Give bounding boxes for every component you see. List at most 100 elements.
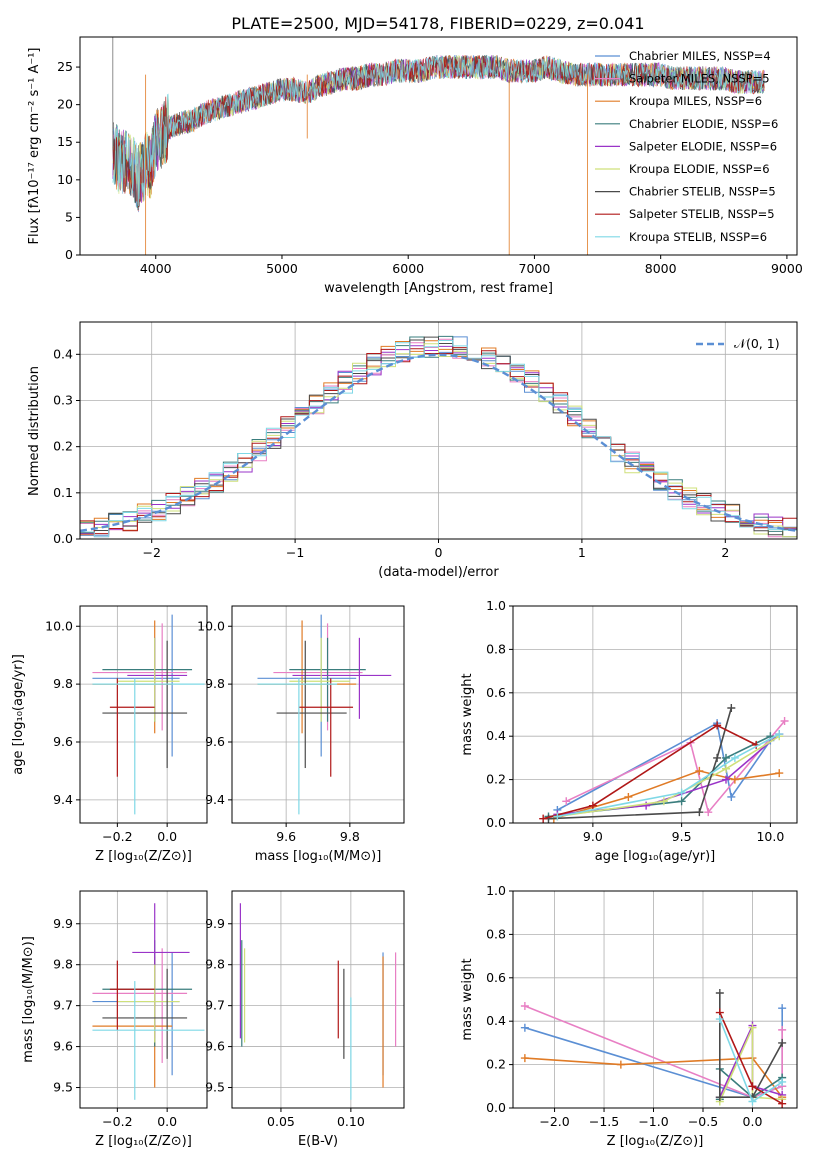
- weight-marker: [704, 808, 713, 817]
- x-tick-label: 0: [435, 545, 443, 560]
- weight-marker: [588, 801, 597, 810]
- y-tick-label: 0: [65, 247, 73, 262]
- y-tick-label: 9.9: [205, 916, 225, 931]
- legend-entry: Salpeter MILES, NSSP=5: [629, 72, 770, 86]
- legend-entry: Kroupa ELODIE, NSSP=6: [629, 162, 770, 176]
- weight-marker: [748, 1097, 757, 1106]
- legend-entry: Chabrier MILES, NSSP=4: [629, 49, 771, 63]
- axes-frame: [79, 36, 798, 256]
- weight-marker: [624, 792, 633, 801]
- weight-line-6: [548, 707, 733, 820]
- x-tick-label: 7000: [519, 261, 551, 276]
- x-tick-label: −2: [142, 545, 160, 560]
- y-axis-label: mass weight: [460, 958, 475, 1040]
- y-axis-label: Flux [fλ10⁻¹⁷ erg cm⁻² s⁻¹ A⁻¹]: [27, 48, 42, 245]
- y-tick-label: 25: [57, 59, 73, 74]
- x-tick-label: 10.0: [756, 829, 784, 844]
- x-axis-label: E(B-V): [298, 1134, 338, 1149]
- y-tick-label: 1.0: [486, 598, 506, 613]
- axes-frame: [79, 605, 208, 824]
- weight-marker: [778, 1025, 787, 1034]
- weight-line-6: [719, 993, 783, 1098]
- weight-marker: [778, 1038, 787, 1047]
- x-tick-label: 4000: [140, 261, 172, 276]
- y-tick-label: 9.5: [53, 1080, 73, 1095]
- y-tick-label: 0.2: [486, 772, 506, 787]
- y-tick-label: 0.8: [486, 926, 506, 941]
- legend-entry: Kroupa STELIB, NSSP=6: [629, 230, 767, 244]
- y-axis-label: mass weight: [460, 673, 475, 755]
- x-tick-label: 1: [578, 545, 586, 560]
- weight-marker: [616, 1060, 625, 1069]
- weight-marker: [520, 1002, 529, 1011]
- weight-marker: [715, 1015, 724, 1024]
- weight-marker: [677, 797, 686, 806]
- spectrum-title: PLATE=2500, MJD=54178, FIBERID=0229, z=0…: [231, 14, 644, 33]
- weight-line-5: [557, 735, 780, 818]
- x-tick-label: −0.2: [102, 829, 132, 844]
- x-axis-label: mass [log₁₀(M/M⊙)]: [255, 849, 382, 864]
- x-axis-label: Z [log₁₀(Z/Z⊙)]: [95, 849, 192, 864]
- legend-entry: Chabrier ELODIE, NSSP=6: [629, 117, 778, 131]
- y-tick-label: 9.8: [53, 957, 73, 972]
- x-tick-label: −1.5: [589, 1114, 619, 1129]
- x-tick-label: 9.0: [583, 829, 603, 844]
- y-tick-label: 0.6: [486, 685, 506, 700]
- x-axis-label: Z [log₁₀(Z/Z⊙)]: [607, 1134, 704, 1149]
- histogram-5: [80, 343, 797, 538]
- y-tick-label: 1.0: [486, 883, 506, 898]
- weight-line-1: [565, 720, 786, 814]
- axes-frame: [231, 605, 405, 824]
- x-tick-label: 9.6: [276, 829, 296, 844]
- y-tick-label: 9.7: [53, 998, 73, 1013]
- x-tick-label: 9.5: [672, 829, 692, 844]
- legend-entry: Kroupa MILES, NSSP=6: [629, 94, 762, 108]
- y-tick-label: 0.1: [53, 485, 73, 500]
- weight-marker: [553, 812, 562, 821]
- y-axis-label: Normed distribution: [27, 366, 42, 496]
- legend-entry: 𝒩(0, 1): [734, 336, 780, 351]
- y-tick-label: 0.2: [486, 1057, 506, 1072]
- y-axis-label: mass [log₁₀(M/M⊙)]: [21, 936, 36, 1063]
- histograms: [80, 335, 797, 538]
- spectrum-9: [112, 55, 765, 207]
- weight-marker: [677, 788, 686, 797]
- x-tick-label: 8000: [645, 261, 677, 276]
- y-tick-label: 0.8: [486, 641, 506, 656]
- weight-marker: [562, 797, 571, 806]
- weight-marker: [520, 1054, 529, 1063]
- histogram-7: [80, 347, 797, 535]
- x-tick-label: 9.8: [340, 829, 360, 844]
- histogram-8: [80, 340, 797, 538]
- weight-marker: [748, 1082, 757, 1091]
- weight-line-8: [557, 733, 780, 818]
- y-tick-label: 5: [65, 209, 73, 224]
- y-tick-label: 10: [57, 172, 73, 187]
- x-axis-label: age [log₁₀(age/yr)]: [595, 849, 716, 864]
- weight-marker: [730, 775, 739, 784]
- x-tick-label: 6000: [392, 261, 424, 276]
- x-tick-label: −2.0: [539, 1114, 569, 1129]
- y-tick-label: 0.4: [53, 346, 73, 361]
- weight-marker: [730, 753, 739, 762]
- weight-marker: [715, 1093, 724, 1102]
- weight-marker: [727, 703, 736, 712]
- weight-marker: [775, 730, 784, 739]
- x-tick-label: −1: [286, 545, 304, 560]
- gaussian-reference-curve: [80, 353, 797, 533]
- y-tick-label: 9.7: [205, 998, 225, 1013]
- weight-marker: [659, 797, 668, 806]
- axes-frame: [512, 605, 798, 824]
- y-tick-label: 15: [57, 134, 73, 149]
- weight-marker: [539, 814, 548, 823]
- legend-entry: Chabrier STELIB, NSSP=5: [629, 185, 776, 199]
- y-tick-label: 0.3: [53, 392, 73, 407]
- axes-frame: [512, 890, 798, 1109]
- x-tick-label: −1.0: [638, 1114, 668, 1129]
- weight-marker: [727, 792, 736, 801]
- weight-marker: [722, 753, 730, 762]
- y-tick-label: 0.0: [486, 1100, 506, 1115]
- weight-marker: [748, 1023, 757, 1032]
- x-tick-label: 9000: [771, 261, 803, 276]
- weight-marker: [520, 1023, 529, 1032]
